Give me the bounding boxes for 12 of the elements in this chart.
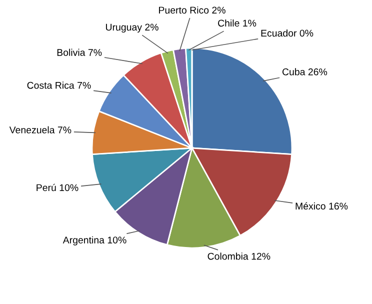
slice-label: Puerto Rico 2% — [159, 6, 226, 14]
slice-label: Bolivia 7% — [57, 48, 102, 56]
slice-label: Cuba 26% — [282, 68, 328, 76]
slice-label: Uruguay 2% — [106, 24, 158, 33]
category-label: Ecuador 0% — [261, 29, 314, 37]
slice-label: Costa Rica 7% — [27, 82, 91, 89]
slice-label: Perú 10% — [36, 184, 78, 192]
slice-label: México 16% — [296, 202, 348, 210]
slice-label: Chile 1% — [218, 19, 256, 27]
slice-label: Colombia 12% — [208, 252, 270, 260]
slice-label: Argentina 10% — [62, 236, 126, 246]
slice-label: Venezuela 7% — [9, 126, 72, 134]
